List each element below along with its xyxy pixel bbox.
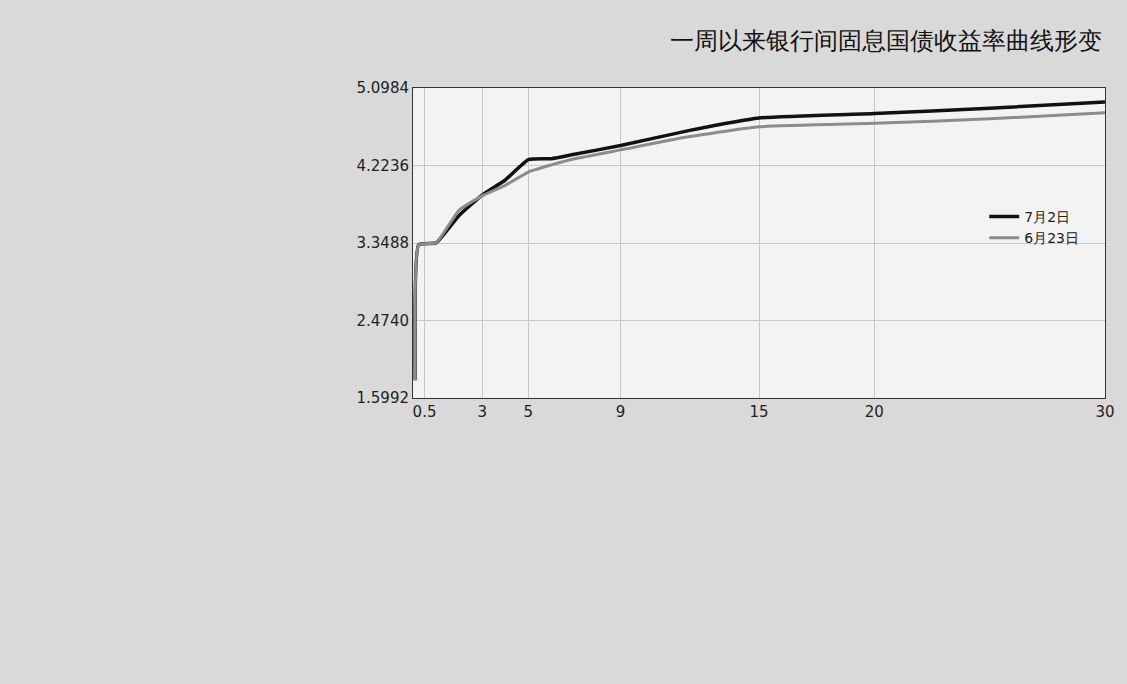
svg-text:9: 9 <box>616 403 626 421</box>
svg-text:0.5: 0.5 <box>413 403 437 421</box>
svg-text:4.2236: 4.2236 <box>357 157 410 175</box>
svg-text:30: 30 <box>1095 403 1114 421</box>
svg-text:一周以来银行间固息国债收益率曲线形变: 一周以来银行间固息国债收益率曲线形变 <box>670 27 1102 55</box>
svg-text:15: 15 <box>749 403 768 421</box>
svg-text:20: 20 <box>865 403 884 421</box>
svg-text:7月2日: 7月2日 <box>1024 209 1070 225</box>
svg-text:1.5992: 1.5992 <box>357 389 410 407</box>
svg-text:3.3488: 3.3488 <box>357 234 410 252</box>
svg-text:2.4740: 2.4740 <box>357 312 410 330</box>
svg-text:6月23日: 6月23日 <box>1024 230 1079 246</box>
svg-text:5.0984: 5.0984 <box>357 79 410 97</box>
svg-text:3: 3 <box>477 403 487 421</box>
svg-text:5: 5 <box>524 403 534 421</box>
